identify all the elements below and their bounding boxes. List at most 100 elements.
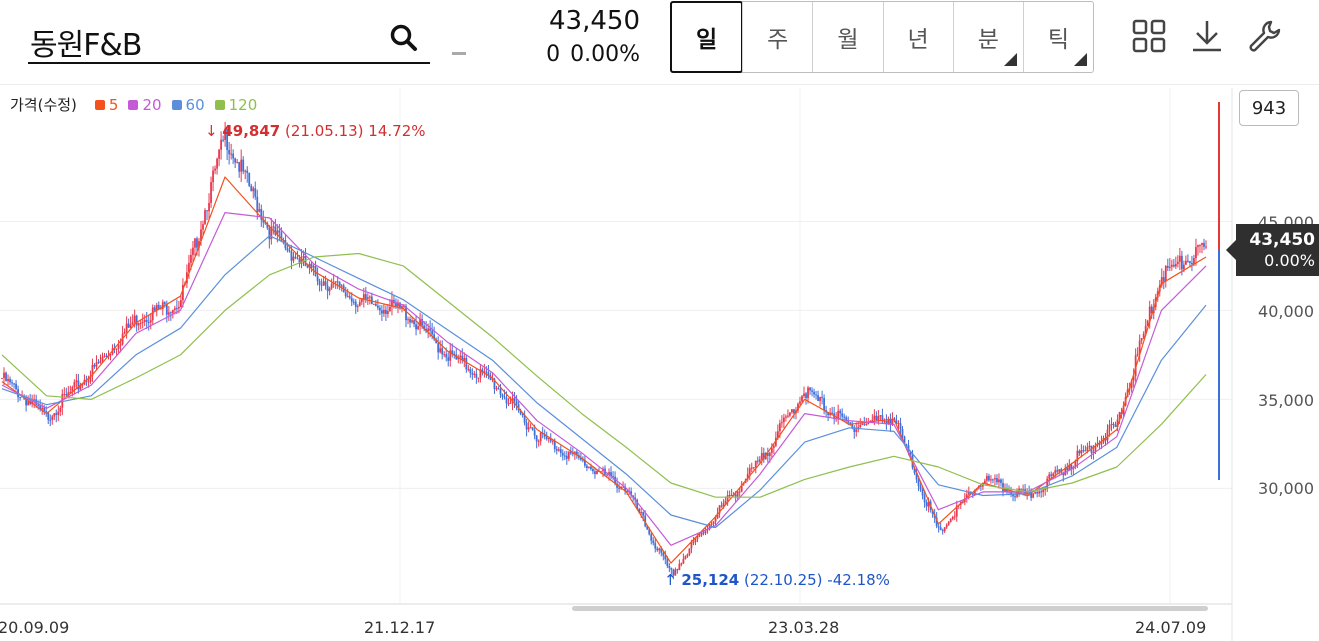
min-detail: (22.10.25) -42.18% <box>744 571 890 589</box>
candle-body <box>646 526 649 530</box>
stock-name-input[interactable]: 동원F&B <box>30 28 142 63</box>
candle-body <box>1178 255 1181 262</box>
candle-body <box>823 397 825 411</box>
tab-daily[interactable]: 일 <box>670 1 744 73</box>
candle-body <box>505 397 508 404</box>
candle-body <box>895 420 898 425</box>
candle-body <box>1160 277 1163 286</box>
candle-body <box>318 281 321 285</box>
candle-body <box>1056 470 1059 472</box>
candle-body <box>25 398 28 406</box>
candle-body <box>326 285 329 292</box>
candle-body <box>338 282 341 286</box>
candle-body <box>129 324 132 328</box>
candle-body <box>246 170 249 173</box>
candle-body <box>923 495 926 503</box>
candle-body <box>272 226 275 228</box>
candle-body <box>149 320 152 323</box>
candle-body <box>135 315 138 326</box>
candle-body <box>748 468 751 474</box>
wrench-icon[interactable] <box>1247 18 1283 54</box>
candle-body <box>117 345 120 349</box>
tab-yearly[interactable]: 년 <box>882 2 953 72</box>
candle-body <box>827 412 830 416</box>
candle-body <box>841 413 844 417</box>
candle-body <box>481 369 484 373</box>
legend-ma60[interactable]: 60 <box>171 96 205 114</box>
candle-body <box>322 281 325 286</box>
candle-body <box>459 355 462 358</box>
tab-label: 년 <box>907 27 929 53</box>
candle-body <box>1038 491 1041 494</box>
candle-body <box>692 542 695 544</box>
candle-body <box>364 294 367 299</box>
candle-body <box>899 423 902 430</box>
candle-body <box>1106 429 1109 441</box>
candle-body <box>182 284 184 301</box>
candle-body <box>547 438 550 440</box>
candle-body <box>738 491 741 493</box>
legend-ma20[interactable]: 20 <box>128 96 162 114</box>
candle-body <box>881 415 884 422</box>
candle-body <box>236 162 239 164</box>
candle-body <box>372 303 375 305</box>
candle-body <box>278 230 281 233</box>
candle-body <box>1170 264 1173 267</box>
tab-monthly[interactable]: 월 <box>812 2 882 72</box>
candle-body <box>463 358 466 361</box>
stock-search-box[interactable]: 동원F&B <box>28 14 430 64</box>
grid-layout-icon[interactable] <box>1131 18 1167 54</box>
submenu-corner-icon <box>1074 53 1088 66</box>
candle-body <box>947 521 950 525</box>
candle-body <box>194 238 196 248</box>
candle-body <box>358 301 361 307</box>
candle-body <box>37 404 40 406</box>
candle-body <box>849 422 852 424</box>
volume-box[interactable]: 943 <box>1239 90 1299 126</box>
legend-ma5[interactable]: 5 <box>94 96 118 114</box>
candle-body <box>210 182 212 203</box>
candle-body <box>264 222 267 224</box>
candle-body <box>192 247 194 255</box>
tab-minute[interactable]: 분 <box>952 2 1023 72</box>
tab-tick[interactable]: 틱 <box>1022 2 1093 72</box>
candle-body <box>167 312 170 315</box>
candle-body <box>77 380 80 390</box>
candle-body <box>378 307 381 311</box>
candle-body <box>654 543 657 549</box>
candle-body <box>630 491 633 496</box>
candle-body <box>648 529 651 535</box>
candle-body <box>95 362 98 367</box>
candle-body <box>638 508 641 513</box>
candle-body <box>559 449 562 454</box>
candle-body <box>694 538 697 543</box>
min-value: 25,124 <box>681 571 740 589</box>
candle-body <box>897 423 900 425</box>
candle-body <box>561 453 564 456</box>
candle-body <box>415 324 417 330</box>
candle-body <box>123 331 126 334</box>
x-tick-label: 21.12.17 <box>364 618 436 637</box>
candle-body <box>91 364 94 376</box>
candle-body <box>127 323 130 328</box>
candle-body <box>515 400 518 405</box>
candle-body <box>1195 247 1197 259</box>
search-icon[interactable] <box>388 22 420 54</box>
download-icon[interactable] <box>1189 18 1225 54</box>
candle-body <box>925 502 928 507</box>
candle-body <box>43 407 46 412</box>
tab-weekly[interactable]: 주 <box>742 2 812 72</box>
candle-body <box>35 399 38 405</box>
candle-body <box>232 153 235 159</box>
chart-scrollbar[interactable] <box>572 606 1208 611</box>
candle-body <box>198 241 200 248</box>
candle-body <box>401 306 403 309</box>
candle-body <box>248 172 251 186</box>
candle-body <box>399 302 401 309</box>
candle-body <box>1144 325 1147 334</box>
legend-ma120[interactable]: 120 <box>214 96 257 114</box>
candle-body <box>557 449 560 451</box>
candle-body <box>1080 450 1083 454</box>
candle-body <box>1100 442 1103 445</box>
